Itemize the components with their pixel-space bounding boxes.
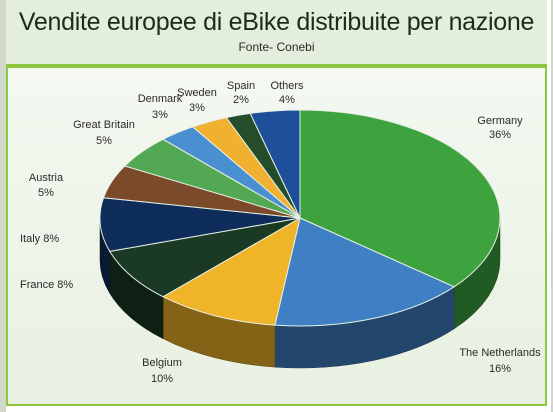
pie-tops [99, 109, 501, 327]
pie-slice-others [249, 109, 301, 219]
chart-header: Vendite europee di eBike distribuite per… [6, 0, 547, 66]
label-belgium: Belgium [142, 357, 182, 369]
value-sweden: 3% [189, 102, 205, 114]
label-italy: Italy 8% [20, 233, 59, 245]
value-great-britain: 5% [96, 135, 112, 147]
value-spain: 2% [233, 94, 249, 106]
pie-sides [99, 217, 501, 369]
label-great-britain: Great Britain [73, 119, 135, 131]
value-others: 4% [279, 94, 295, 106]
chart-title: Vendite europee di eBike distribuite per… [18, 8, 535, 36]
chart-subtitle: Fonte- Conebi [238, 40, 315, 54]
value-austria: 5% [38, 187, 54, 199]
pie-slice-belgium [162, 216, 301, 326]
value-the-netherlands: 16% [489, 363, 511, 375]
label-others: Others [270, 80, 304, 92]
label-austria: Austria [29, 172, 64, 184]
pie-slice-france [108, 217, 301, 298]
value-germany: 36% [489, 129, 511, 141]
pie-labels: Germany 36% The Netherlands 16% Belgium 10% Fr… [20, 80, 541, 385]
value-belgium: 10% [151, 373, 173, 385]
label-germany: Germany [477, 115, 523, 127]
pie-slice-germany [299, 109, 501, 288]
label-the-netherlands: The Netherlands [459, 347, 541, 359]
value-denmark: 3% [152, 109, 168, 121]
label-sweden: Sweden [177, 87, 217, 99]
label-denmark: Denmark [138, 93, 183, 105]
pie-slice-italy [99, 197, 301, 252]
label-france: France 8% [20, 279, 73, 291]
pie-slice-the-netherlands [274, 217, 456, 327]
label-spain: Spain [227, 80, 255, 92]
